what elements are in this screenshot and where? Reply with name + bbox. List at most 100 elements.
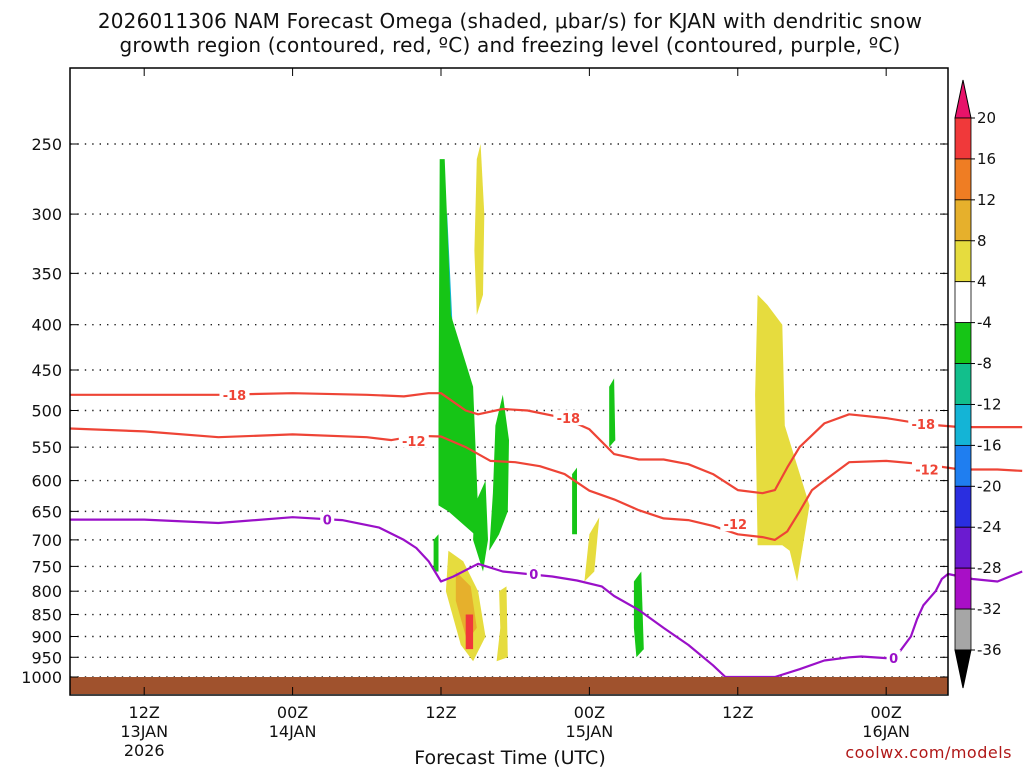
y-tick-label: 900 (31, 627, 62, 646)
x-tick-year: 2026 (124, 741, 165, 760)
colorbar-segment (954, 444, 972, 487)
credit-text: coolwx.com/models (845, 743, 1012, 762)
terrain-ground (70, 677, 948, 694)
colorbar-label: 20 (977, 109, 996, 127)
contour-label: -12 (402, 435, 426, 450)
contour-freezing-level (70, 516, 1023, 679)
contour-label-bg (720, 516, 751, 532)
y-tick-label: 1000 (21, 668, 62, 687)
colorbar-segment (954, 281, 972, 324)
colorbar-label: 12 (977, 191, 996, 209)
contour-label-bg (911, 461, 942, 477)
colorbar-segment (954, 117, 972, 160)
contour-label: 0 (889, 652, 898, 667)
x-tick-date: 15JAN (566, 722, 614, 741)
y-tick-label: 250 (31, 135, 62, 154)
colorbar-label: -20 (977, 477, 1002, 495)
contour-label: -18 (557, 412, 581, 427)
contour-label: -18 (912, 418, 936, 433)
colorbar-label: 8 (977, 232, 987, 250)
colorbar-label: -4 (977, 314, 992, 332)
colorbar-segment (954, 322, 972, 364)
colorbar-segment (954, 363, 972, 405)
colorbar-label: 16 (977, 150, 996, 168)
x-axis-label: Forecast Time (UTC) (414, 747, 605, 768)
omega-downward-small-b (584, 517, 600, 582)
x-tick-label: 12Z (129, 703, 160, 722)
y-tick-label: 550 (31, 438, 62, 457)
y-tick-label: 600 (31, 472, 62, 491)
colorbar-segment (954, 404, 972, 446)
omega-upward-small-b (609, 378, 616, 448)
omega-downward-right (755, 294, 810, 582)
y-tick-label: 500 (31, 402, 62, 421)
colorbar-label: 4 (977, 273, 987, 291)
colorbar-segment (954, 240, 972, 283)
plot-frame (69, 67, 949, 696)
contour-label-bg (908, 416, 939, 432)
omega-upward-lower (473, 480, 488, 572)
y-axis: 250 300 350 400 450 500 550 600 650 700 750 800 850 9… (21, 135, 948, 687)
colorbar-top-arrow (954, 79, 972, 119)
x-tick-date: 14JAN (269, 722, 317, 741)
colorbar-label: -36 (977, 641, 1002, 659)
contour-label: -18 (223, 389, 247, 404)
colorbar-segment (954, 526, 972, 569)
colorbar-label: -12 (977, 395, 1002, 413)
omega-upward-small-d (633, 571, 644, 658)
x-tick-label: 00Z (277, 703, 308, 722)
x-tick-date: 16JAN (862, 722, 910, 741)
contour-dgz-minus12 (69, 427, 1023, 542)
colorbar: 20 16 12 8 4 -4 -8 -12 -16 -20 -24 -28 -32 -36 (954, 79, 1002, 689)
colorbar-label: -16 (977, 436, 1002, 454)
contour-label-bg (320, 511, 335, 527)
omega-upward-right-column (489, 394, 509, 551)
contour-label-bg (219, 386, 250, 402)
y-tick-label: 300 (31, 205, 62, 224)
omega-downward-low-core (465, 614, 474, 650)
y-tick-label: 750 (31, 557, 62, 576)
contour-label-bg (553, 410, 584, 426)
y-tick-label: 800 (31, 582, 62, 601)
y-tick-label: 350 (31, 264, 62, 283)
colorbar-label: -8 (977, 355, 992, 373)
y-tick-label: 850 (31, 606, 62, 625)
omega-upward-small-c (433, 534, 439, 572)
omega-shading-layer (433, 144, 810, 662)
omega-downward-small-a (496, 586, 508, 662)
colorbar-segment (954, 567, 972, 610)
x-tick-label: 00Z (574, 703, 605, 722)
colorbar-label: -28 (977, 559, 1002, 577)
y-tick-label: 450 (31, 361, 62, 380)
colorbar-segment (954, 158, 972, 201)
contour-label: 0 (323, 514, 332, 529)
chart-title-line2: growth region (contoured, red, ºC) and f… (119, 33, 900, 57)
chart-title-line1: 2026011306 NAM Forecast Omega (shaded, μ… (98, 9, 922, 33)
omega-downward-upper (474, 144, 485, 315)
x-tick-label: 00Z (871, 703, 902, 722)
contour-label: 0 (529, 568, 538, 583)
x-tick-date: 13JAN (120, 722, 168, 741)
contour-label: -12 (724, 518, 748, 533)
contour-layer: -18 -18 -18 -12 -12 -12 0 0 0 (69, 386, 1023, 679)
colorbar-bottom-arrow (954, 649, 972, 689)
colorbar-segment (954, 485, 972, 528)
grid-layer (70, 143, 948, 678)
y-tick-label: 700 (31, 531, 62, 550)
omega-upward-small-a (572, 467, 577, 535)
y-tick-label: 950 (31, 648, 62, 667)
omega-upward-outer (438, 159, 479, 535)
x-tick-label: 12Z (425, 703, 456, 722)
x-tick-label: 12Z (722, 703, 753, 722)
y-tick-label: 650 (31, 502, 62, 521)
colorbar-label: -32 (977, 600, 1002, 618)
contour-label: -12 (915, 464, 939, 479)
colorbar-label: -24 (977, 518, 1002, 536)
contour-label-bg (526, 566, 541, 582)
y-tick-label: 400 (31, 316, 62, 335)
contour-dgz-minus18 (70, 392, 1023, 495)
colorbar-segment (954, 199, 972, 242)
contour-label-bg (886, 650, 901, 666)
